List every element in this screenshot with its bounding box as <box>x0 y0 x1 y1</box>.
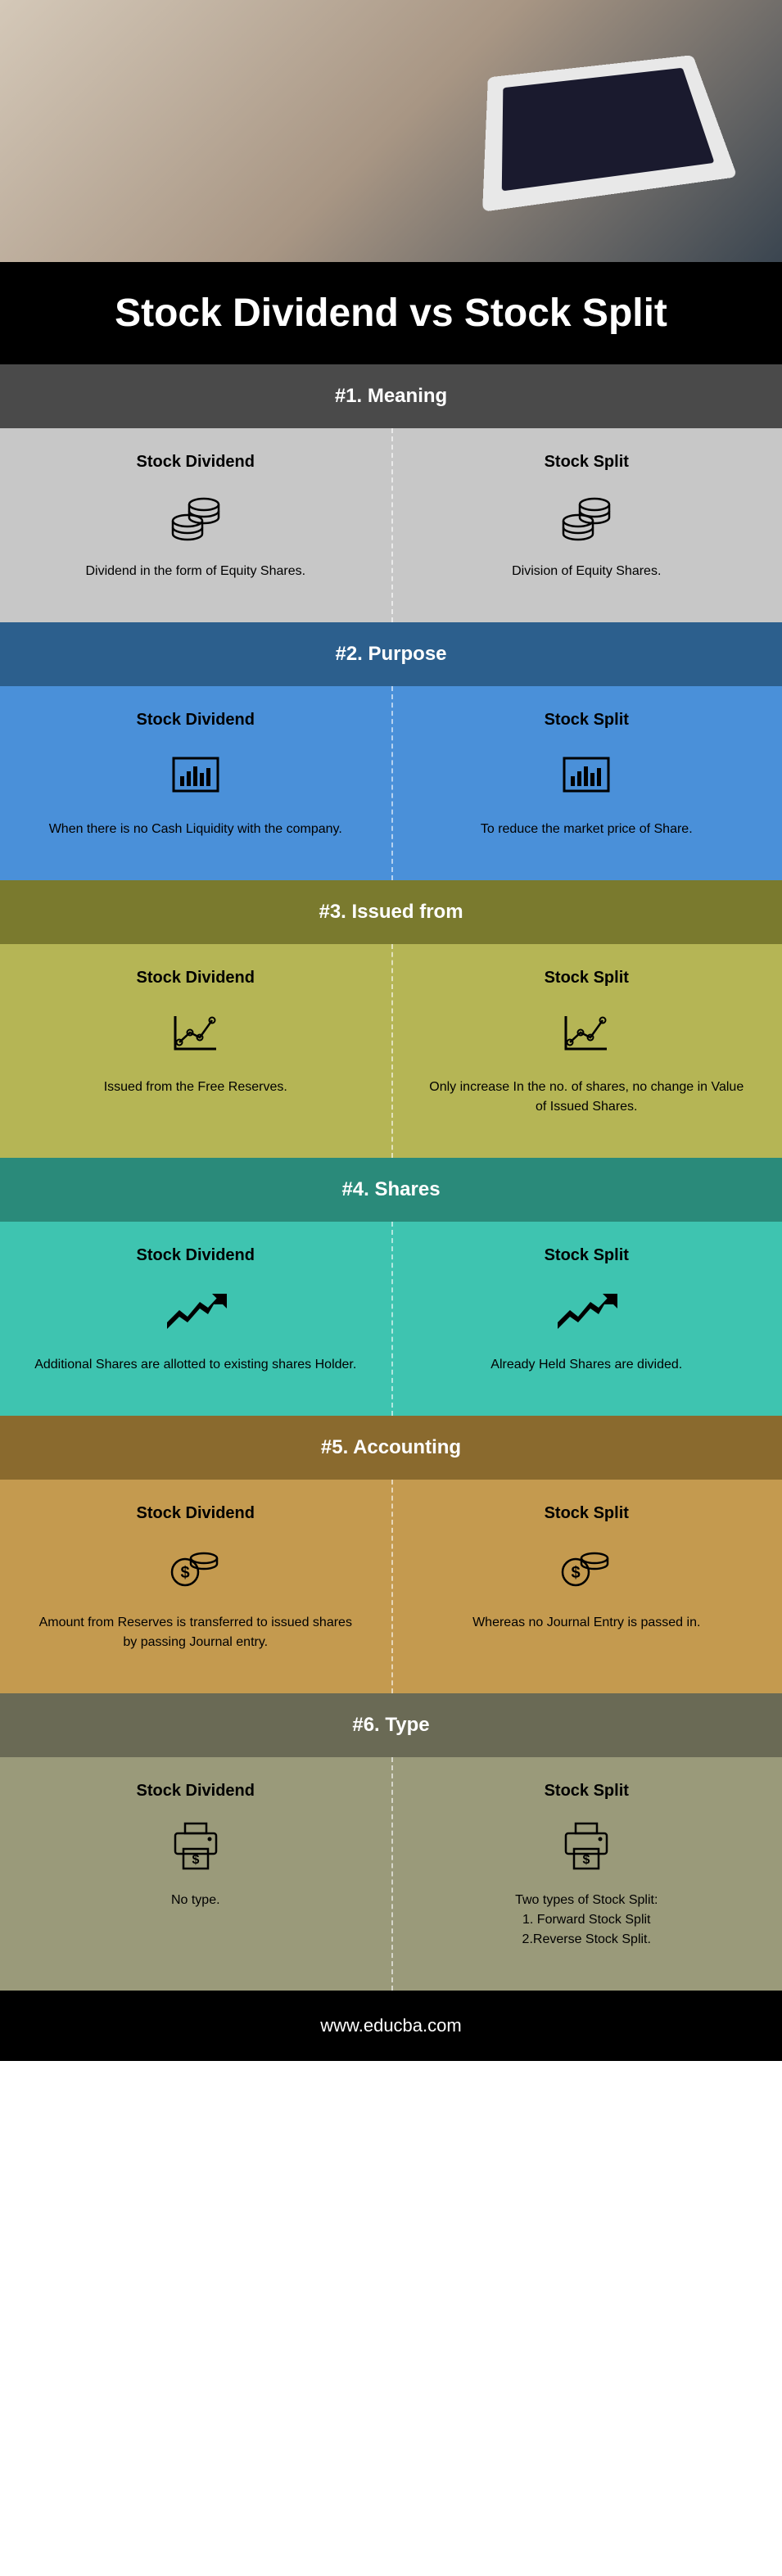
section-1-right-col: Stock Split To reduce the market price o… <box>391 686 782 880</box>
coins-icon <box>33 488 359 545</box>
col-title-right: Stock Split <box>424 1782 750 1801</box>
printer-icon: $ <box>33 1817 359 1874</box>
col-text-left: No type. <box>33 1891 359 1910</box>
col-title-left: Stock Dividend <box>33 453 359 472</box>
col-title-left: Stock Dividend <box>33 1246 359 1265</box>
section-body-3: Stock Dividend Additional Shares are all… <box>0 1222 782 1416</box>
coins-icon <box>424 488 750 545</box>
col-text-left: Additional Shares are allotted to existi… <box>33 1355 359 1375</box>
linechart-icon <box>424 1004 750 1061</box>
section-header-0: #1. Meaning <box>0 364 782 428</box>
trend-icon <box>424 1281 750 1339</box>
page-title: Stock Dividend vs Stock Split <box>0 262 782 364</box>
section-0-left-col: Stock Dividend Dividend in the form of E… <box>0 428 391 622</box>
section-2-left-col: Stock Dividend Issued from the Free Rese… <box>0 944 391 1158</box>
col-title-right: Stock Split <box>424 711 750 730</box>
barchart-icon <box>424 746 750 803</box>
svg-text:$: $ <box>572 1564 581 1582</box>
dollarcoins-icon: $ <box>424 1539 750 1597</box>
col-title-left: Stock Dividend <box>33 1504 359 1523</box>
col-title-right: Stock Split <box>424 453 750 472</box>
col-text-left: Issued from the Free Reserves. <box>33 1078 359 1097</box>
section-header-1: #2. Purpose <box>0 622 782 686</box>
trend-icon <box>33 1281 359 1339</box>
col-text-right: Two types of Stock Split: 1. Forward Sto… <box>424 1891 750 1950</box>
section-body-2: Stock Dividend Issued from the Free Rese… <box>0 944 782 1158</box>
col-text-left: Amount from Reserves is transferred to i… <box>33 1613 359 1652</box>
hero-image <box>0 0 782 262</box>
col-title-left: Stock Dividend <box>33 1782 359 1801</box>
section-4-right-col: Stock Split $ Whereas no Journal Entry i… <box>391 1480 782 1693</box>
section-5-right-col: Stock Split $ Two types of Stock Split: … <box>391 1757 782 1991</box>
col-text-right: Only increase In the no. of shares, no c… <box>424 1078 750 1117</box>
section-body-0: Stock Dividend Dividend in the form of E… <box>0 428 782 622</box>
barchart-icon <box>33 746 359 803</box>
section-body-1: Stock Dividend When there is no Cash Liq… <box>0 686 782 880</box>
section-5-left-col: Stock Dividend $ No type. <box>0 1757 391 1991</box>
col-text-left: Dividend in the form of Equity Shares. <box>33 562 359 581</box>
linechart-icon <box>33 1004 359 1061</box>
section-body-4: Stock Dividend $ Amount from Reserves is… <box>0 1480 782 1693</box>
col-title-right: Stock Split <box>424 1504 750 1523</box>
col-text-left: When there is no Cash Liquidity with the… <box>33 820 359 839</box>
section-header-2: #3. Issued from <box>0 880 782 944</box>
svg-text:$: $ <box>180 1564 189 1582</box>
col-title-right: Stock Split <box>424 969 750 987</box>
section-header-4: #5. Accounting <box>0 1416 782 1480</box>
svg-text:$: $ <box>192 1853 199 1867</box>
col-title-left: Stock Dividend <box>33 969 359 987</box>
col-text-right: To reduce the market price of Share. <box>424 820 750 839</box>
footer-url: www.educba.com <box>0 1991 782 2061</box>
printer-icon: $ <box>424 1817 750 1874</box>
section-header-3: #4. Shares <box>0 1158 782 1222</box>
col-text-right: Whereas no Journal Entry is passed in. <box>424 1613 750 1633</box>
section-header-5: #6. Type <box>0 1693 782 1757</box>
section-3-left-col: Stock Dividend Additional Shares are all… <box>0 1222 391 1416</box>
col-title-right: Stock Split <box>424 1246 750 1265</box>
col-title-left: Stock Dividend <box>33 711 359 730</box>
section-body-5: Stock Dividend $ No type.Stock Split $ T… <box>0 1757 782 1991</box>
dollarcoins-icon: $ <box>33 1539 359 1597</box>
col-text-right: Division of Equity Shares. <box>424 562 750 581</box>
section-3-right-col: Stock Split Already Held Shares are divi… <box>391 1222 782 1416</box>
col-text-right: Already Held Shares are divided. <box>424 1355 750 1375</box>
svg-text:$: $ <box>583 1853 590 1867</box>
section-2-right-col: Stock Split Only increase In the no. of … <box>391 944 782 1158</box>
section-4-left-col: Stock Dividend $ Amount from Reserves is… <box>0 1480 391 1693</box>
section-1-left-col: Stock Dividend When there is no Cash Liq… <box>0 686 391 880</box>
section-0-right-col: Stock Split Division of Equity Shares. <box>391 428 782 622</box>
